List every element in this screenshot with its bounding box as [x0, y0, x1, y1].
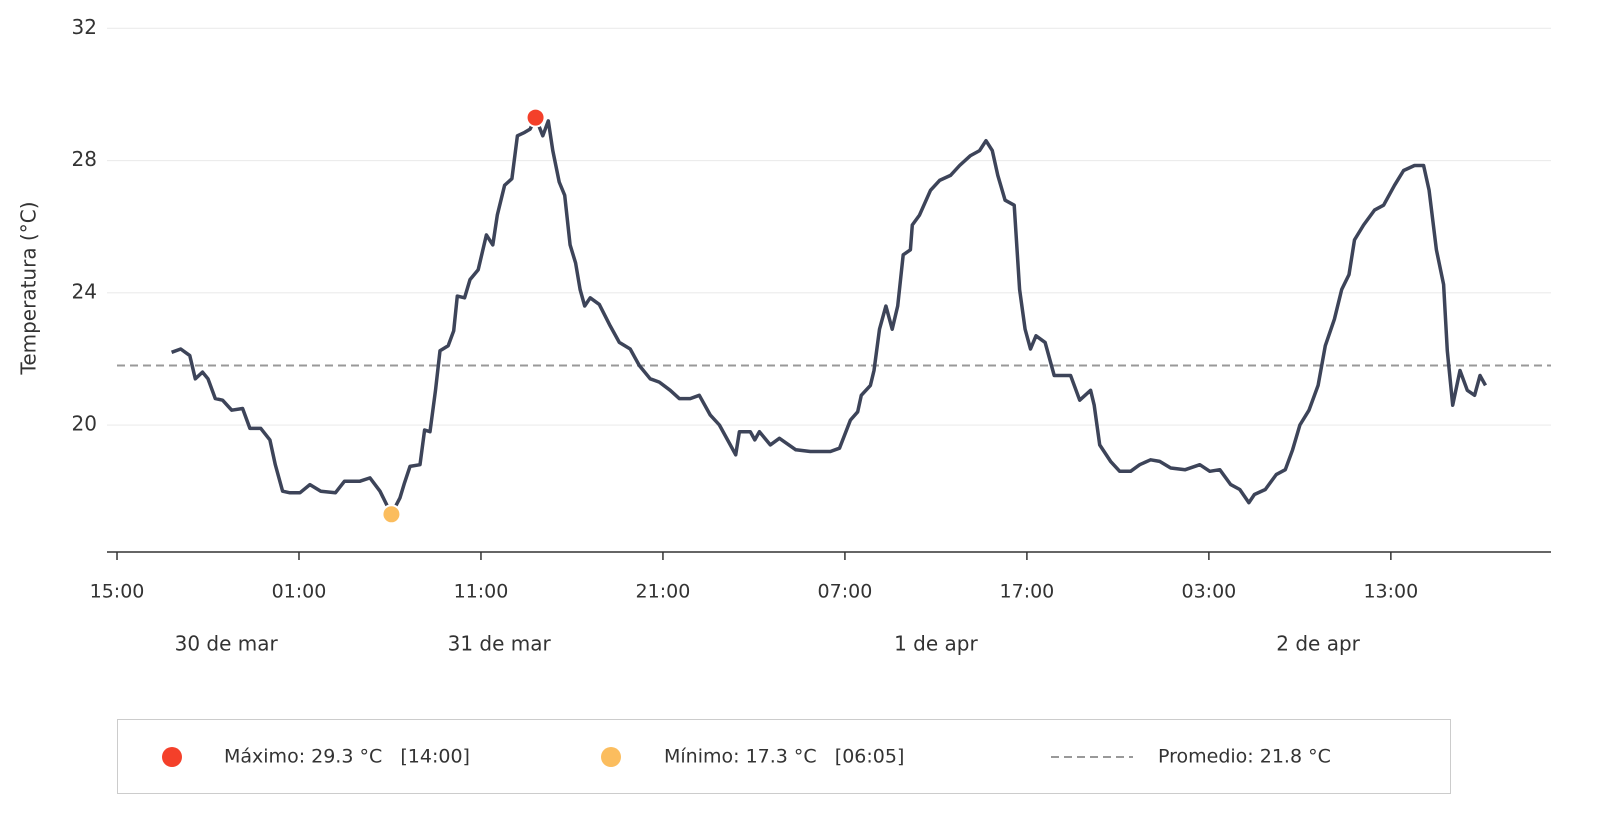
legend-min-swatch	[601, 747, 621, 767]
y-tick-label: 32	[72, 15, 97, 39]
date-label: 1 de apr	[894, 632, 978, 656]
x-tick-label: 03:00	[1181, 581, 1236, 603]
date-label: 2 de apr	[1276, 632, 1360, 656]
legend-box	[117, 719, 1451, 794]
date-label: 30 de mar	[175, 632, 279, 656]
x-tick-label: 01:00	[272, 581, 327, 603]
date-label: 31 de mar	[448, 632, 552, 656]
y-tick-label: 20	[72, 412, 97, 436]
y-axis-label: Temperatura (°C)	[17, 201, 41, 375]
legend-max-swatch	[162, 747, 182, 767]
legend-average-label: Promedio: 21.8 °C	[1158, 746, 1331, 768]
y-tick-label: 24	[72, 279, 97, 303]
x-tick-label: 11:00	[454, 581, 509, 603]
legend-min-label: Mínimo: 17.3 °C [06:05]	[664, 746, 904, 768]
y-tick-label: 28	[72, 147, 97, 171]
x-tick-label: 21:00	[636, 581, 691, 603]
x-tick-label: 17:00	[1000, 581, 1055, 603]
max-marker	[525, 107, 546, 128]
min-marker	[381, 504, 402, 525]
temperature-line	[171, 115, 1488, 517]
legend-max-label: Máximo: 29.3 °C [14:00]	[224, 746, 470, 768]
x-tick-label: 15:00	[90, 581, 145, 603]
x-tick-label: 07:00	[818, 581, 873, 603]
x-tick-label: 13:00	[1363, 581, 1418, 603]
